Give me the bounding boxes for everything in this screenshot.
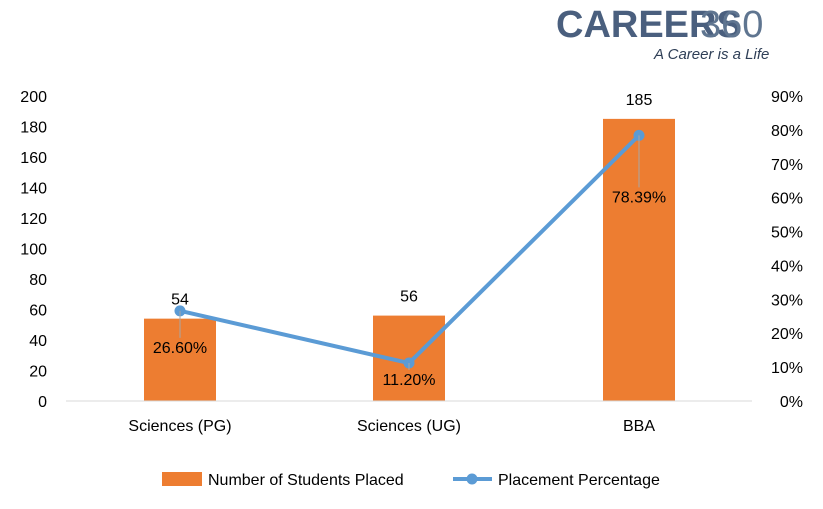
right-axis-tick: 90%: [771, 89, 803, 106]
category-label: Sciences (UG): [357, 418, 461, 435]
right-axis-tick: 30%: [771, 292, 803, 309]
left-axis-tick: 20: [29, 364, 47, 381]
legend-line-marker: [466, 473, 478, 485]
line-data-label: 11.20%: [382, 372, 435, 389]
left-axis-tick: 200: [20, 89, 47, 106]
category-label: Sciences (PG): [128, 418, 231, 435]
bar-data-label: 54: [171, 292, 189, 309]
logo-number: 360: [700, 4, 763, 46]
left-axis-tick: 100: [20, 242, 47, 259]
left-axis-tick: 40: [29, 333, 47, 350]
right-axis-tick: 20%: [771, 326, 803, 343]
legend-bar-swatch: [162, 472, 202, 486]
left-axis-tick: 140: [20, 181, 47, 198]
right-axis-tick: 50%: [771, 225, 803, 242]
right-axis-tick: 40%: [771, 258, 803, 275]
left-axis-tick: 80: [29, 272, 47, 289]
logo-name: CAREERS: [556, 4, 742, 46]
category-labels: Sciences (PG) Sciences (UG) BBA: [128, 418, 655, 435]
left-axis-tick: 60: [29, 303, 47, 320]
left-axis-tick: 180: [20, 120, 47, 137]
line-data-label: 26.60%: [153, 340, 207, 357]
left-axis: 0 20 40 60 80 100 120 140 160 180 200: [20, 89, 47, 411]
right-axis-tick: 70%: [771, 157, 803, 174]
logo: CAREERS 360 A Career is a Life: [556, 4, 769, 63]
left-axis-tick: 160: [20, 150, 47, 167]
line-data-label: 78.39%: [612, 189, 666, 206]
legend-bar-label: Number of Students Placed: [208, 472, 404, 489]
bar-data-label: 56: [400, 289, 418, 306]
legend-line-label: Placement Percentage: [498, 472, 660, 489]
right-axis-tick: 10%: [771, 360, 803, 377]
right-axis-tick: 0%: [780, 394, 803, 411]
legend: Number of Students Placed Placement Perce…: [162, 472, 660, 489]
bar-data-label: 185: [626, 92, 653, 109]
left-axis-tick: 0: [38, 394, 47, 411]
left-axis-tick: 120: [20, 211, 47, 228]
category-label: BBA: [623, 418, 655, 435]
right-axis: 0% 10% 20% 30% 40% 50% 60% 70% 80% 90%: [771, 89, 803, 411]
line-data-labels: 26.60% 11.20% 78.39%: [153, 135, 666, 389]
bar-data-labels: 54 56 185: [171, 92, 652, 309]
right-axis-tick: 80%: [771, 123, 803, 140]
logo-tagline: A Career is a Life: [653, 46, 769, 63]
right-axis-tick: 60%: [771, 191, 803, 208]
